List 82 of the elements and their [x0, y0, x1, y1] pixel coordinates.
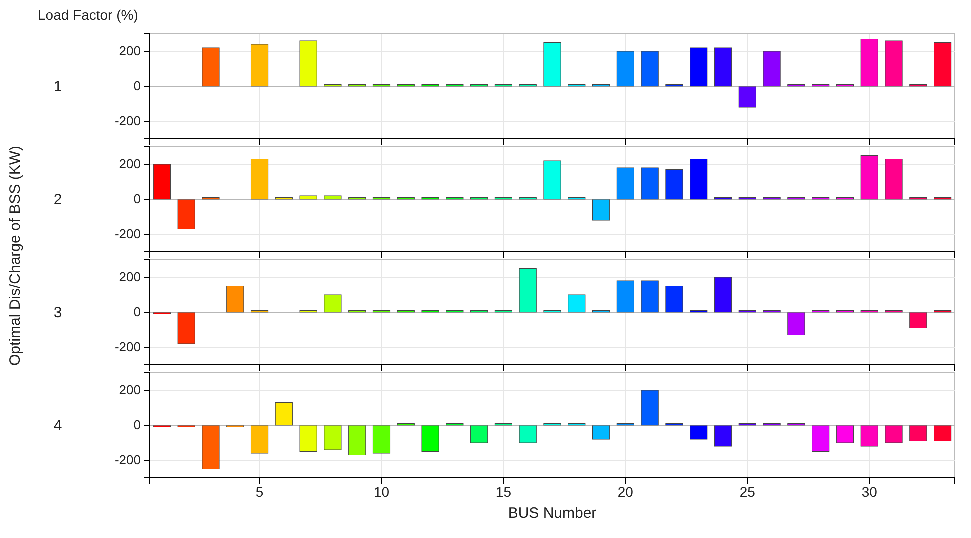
- bar: [641, 280, 659, 313]
- bar: [372, 425, 391, 454]
- x-tick-label: 15: [496, 484, 512, 500]
- bar: [275, 402, 293, 426]
- bar: [860, 425, 878, 447]
- x-axis-title: BUS Number: [508, 505, 597, 522]
- bar: [300, 40, 318, 87]
- y-tick-label: 0: [134, 418, 141, 433]
- x-tick-label: 10: [374, 484, 390, 500]
- bar: [885, 159, 903, 200]
- bar: [788, 312, 806, 336]
- bar: [250, 44, 269, 87]
- bar: [178, 312, 196, 344]
- bar: [250, 159, 269, 200]
- bar: [226, 286, 244, 313]
- bar: [714, 48, 732, 87]
- bar: [202, 48, 220, 87]
- text: Load Factor (%): [38, 7, 138, 23]
- y-tick-label: 0: [134, 304, 141, 320]
- y-tick-label: 200: [119, 382, 141, 398]
- bar: [544, 42, 562, 87]
- bar: [616, 168, 634, 200]
- bar: [714, 425, 732, 447]
- bar: [934, 42, 952, 87]
- bar: [568, 294, 586, 313]
- bar: [690, 159, 708, 200]
- x-tick-label: 25: [740, 484, 756, 500]
- bar: [324, 425, 342, 450]
- bar: [666, 286, 684, 313]
- bar: [910, 312, 928, 328]
- x-tick-label: 5: [256, 484, 264, 500]
- bar: [641, 51, 659, 87]
- bar: [910, 425, 928, 442]
- y-tick-label: -200: [114, 452, 141, 468]
- bar: [324, 196, 342, 200]
- y-axis-title: Optimal Dis/Charge of BSS (KW): [7, 146, 24, 366]
- bar: [690, 425, 708, 440]
- bar: [300, 196, 318, 200]
- y-tick-label: -200: [114, 226, 141, 242]
- bar: [178, 199, 196, 230]
- text: 2: [54, 192, 62, 208]
- bar: [690, 48, 708, 87]
- x-tick-label: 30: [862, 484, 878, 500]
- y-tick-label: 0: [134, 78, 141, 94]
- bar: [153, 164, 171, 200]
- bar: [836, 425, 854, 444]
- text: 4: [54, 418, 62, 434]
- bar: [885, 425, 903, 444]
- bar: [616, 280, 634, 313]
- bar: [641, 168, 659, 200]
- bar: [666, 170, 684, 200]
- bar: [250, 425, 269, 454]
- bar: [519, 268, 537, 313]
- bar: [860, 39, 878, 87]
- y-tick-label: 200: [119, 44, 141, 59]
- bar: [738, 86, 756, 108]
- bar: [422, 425, 440, 452]
- y-tick-label: 200: [119, 270, 141, 285]
- x-tick-label: 20: [618, 484, 634, 500]
- y-tick-label: 0: [134, 192, 141, 207]
- bar: [934, 425, 952, 442]
- bar: [300, 425, 318, 452]
- bar: [641, 390, 659, 426]
- bar: [544, 160, 562, 200]
- y-tick-label: -200: [114, 340, 141, 355]
- y-tick-label: 200: [119, 156, 141, 172]
- bar: [592, 425, 610, 440]
- bar: [885, 40, 903, 87]
- bar: [592, 199, 610, 221]
- bar: [860, 156, 878, 200]
- bar: [470, 425, 488, 444]
- text: 1: [54, 78, 62, 96]
- text: 3: [54, 304, 62, 322]
- y-tick-label: -200: [114, 114, 141, 129]
- bar: [202, 425, 220, 470]
- bar: [714, 277, 732, 313]
- bar: [763, 51, 781, 87]
- bar: [812, 425, 830, 452]
- bar: [616, 51, 634, 87]
- bar: [519, 425, 537, 444]
- bar: [348, 425, 366, 456]
- bar: [324, 294, 342, 313]
